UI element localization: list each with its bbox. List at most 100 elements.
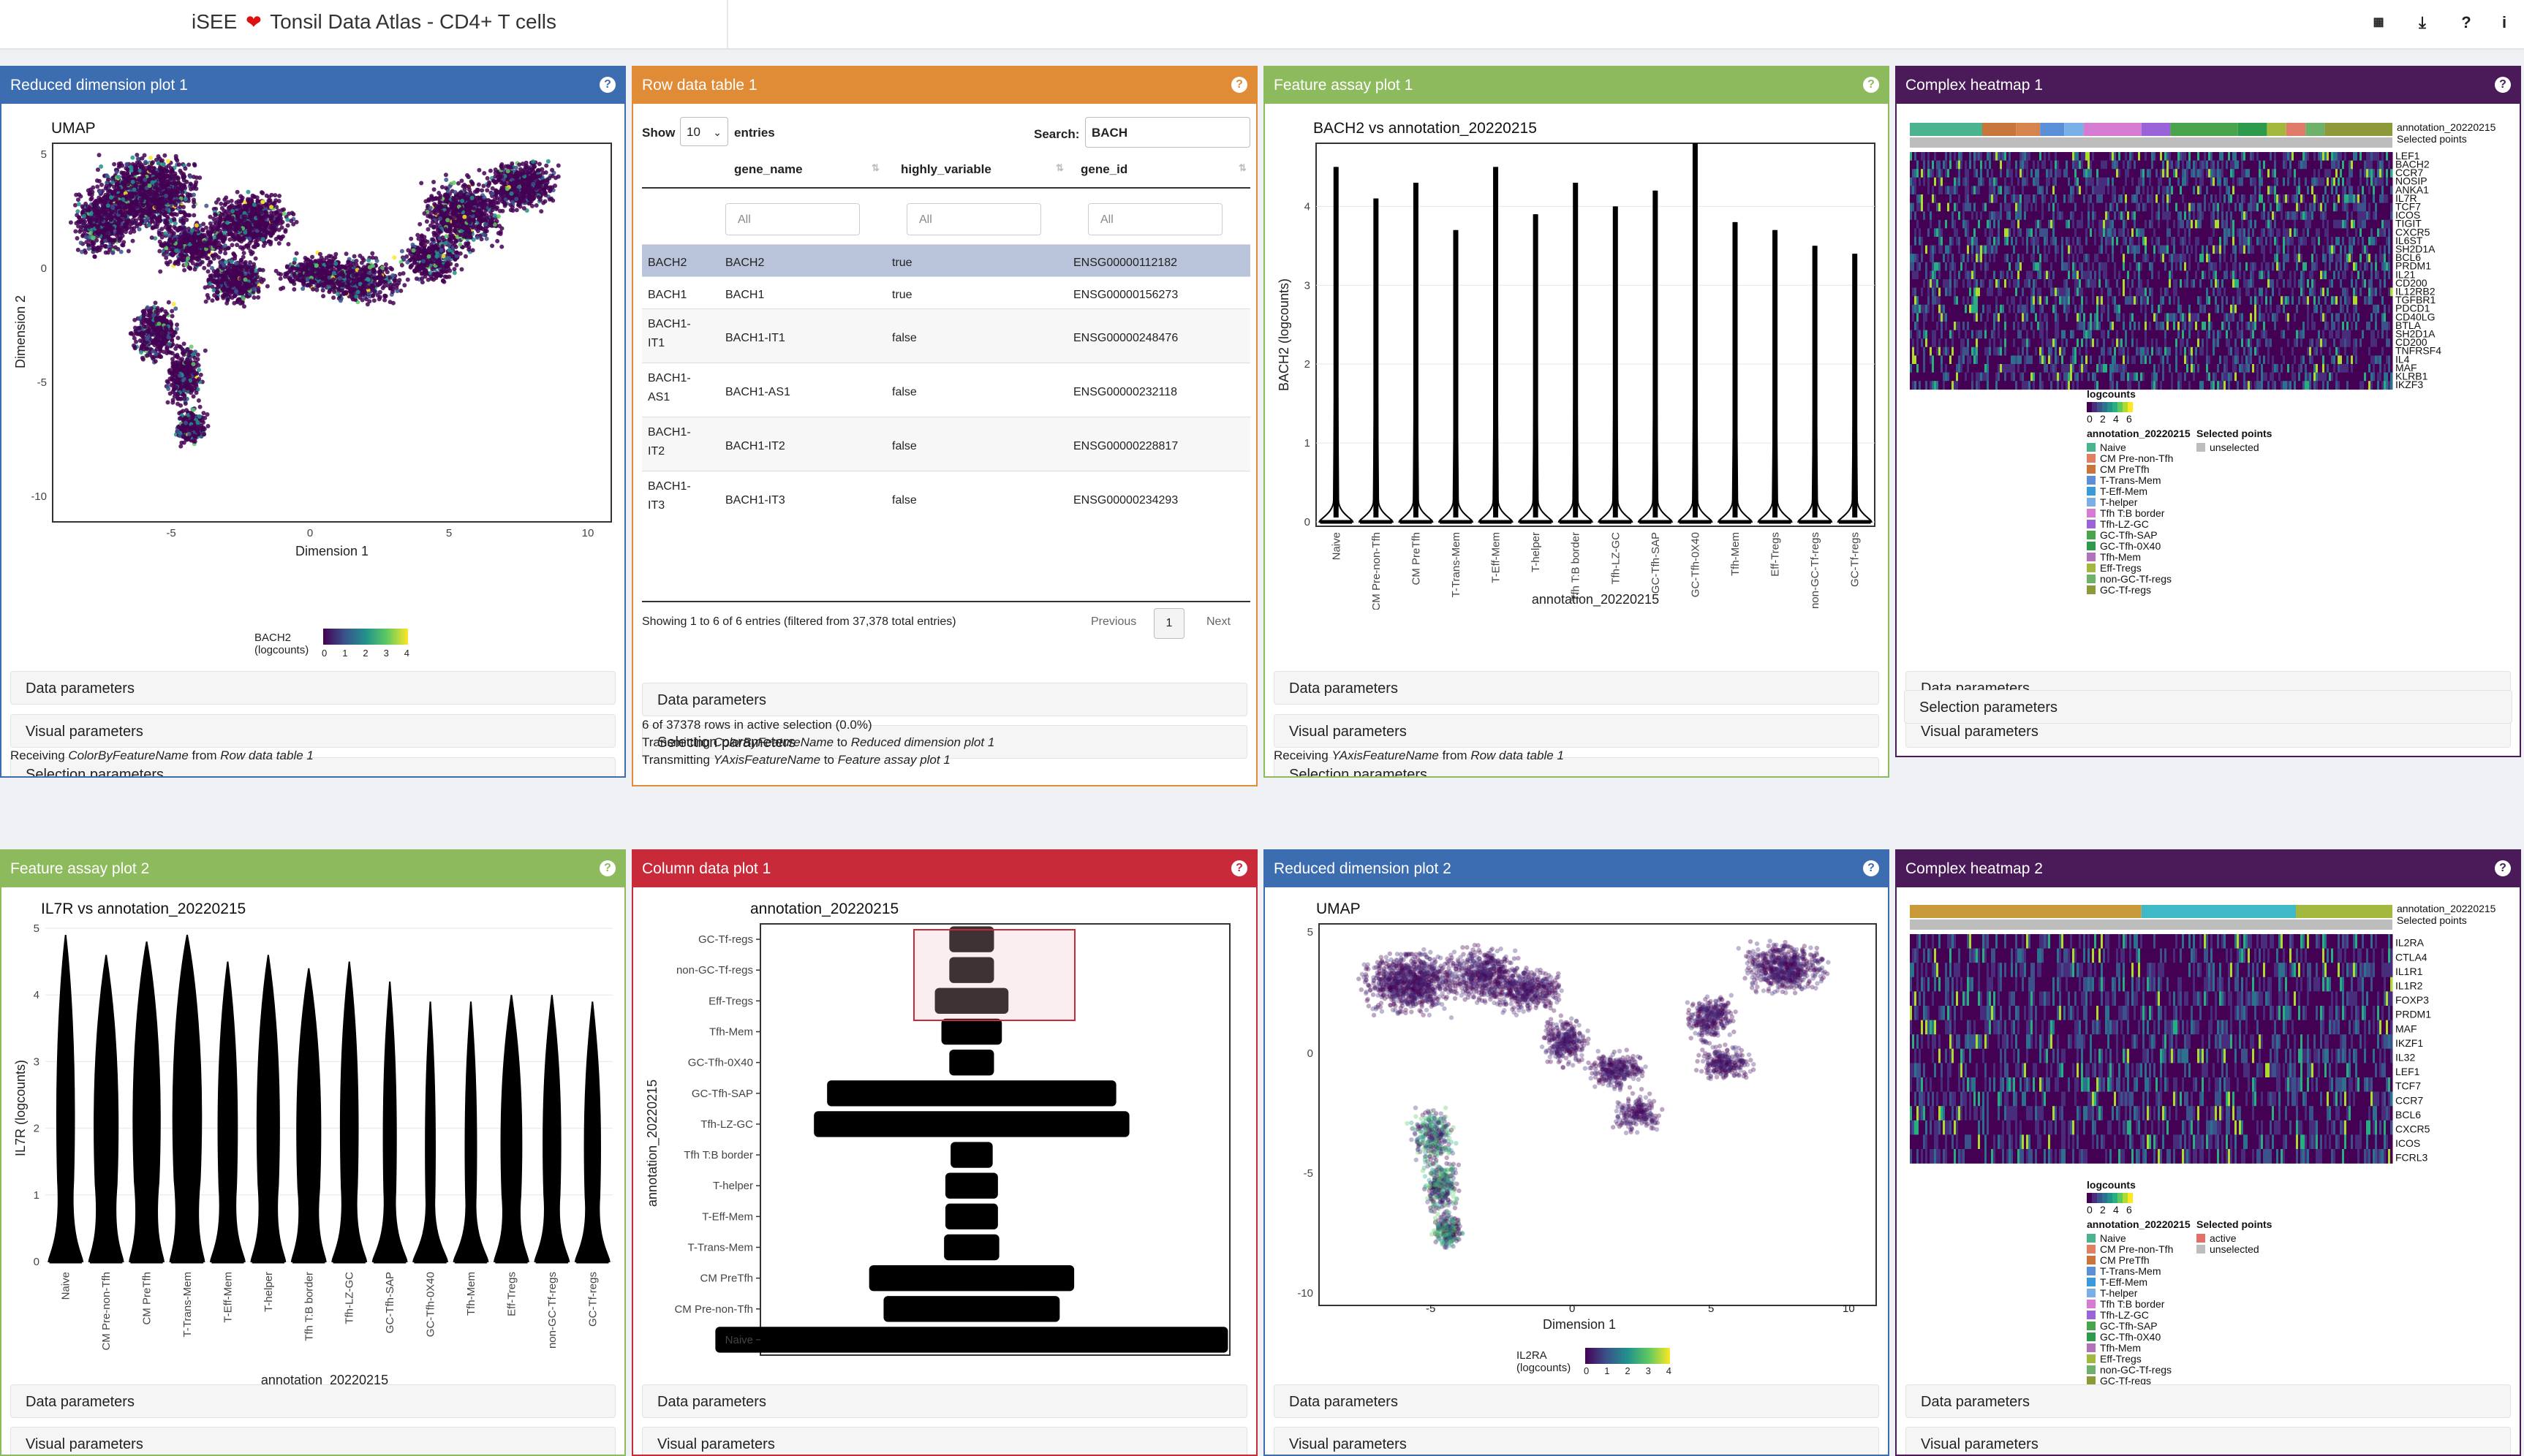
download-icon[interactable]: ⤓: [2410, 10, 2435, 35]
umap-point: [124, 166, 129, 171]
umap-point: [327, 259, 332, 265]
umap-point: [78, 229, 83, 234]
umap-point: [233, 289, 238, 294]
umap-point: [257, 220, 262, 225]
umap-point: [269, 215, 274, 220]
umap-point: [79, 249, 84, 254]
umap-point: [178, 205, 183, 210]
umap-point: [123, 205, 128, 211]
umap-point: [309, 278, 314, 284]
umap-point: [419, 181, 424, 186]
plot-title: UMAP: [51, 120, 96, 137]
umap-point: [241, 235, 246, 240]
umap-point: [143, 177, 148, 182]
umap-point: [233, 261, 238, 266]
umap-point: [327, 270, 332, 276]
umap-point: [301, 286, 306, 291]
umap-point: [365, 276, 370, 281]
umap-point: [335, 279, 340, 284]
umap-point: [233, 227, 238, 232]
umap-plot-1[interactable]: UMAP 5 0 -5 -10 -5 0 5 10 Dimension 1 Di…: [9, 113, 620, 595]
umap-point: [81, 213, 86, 219]
umap-point: [263, 240, 268, 246]
umap-point: [127, 196, 132, 201]
umap-point: [235, 204, 241, 209]
umap-point: [108, 200, 113, 205]
umap-point: [217, 220, 222, 225]
umap-point: [167, 181, 172, 186]
umap-point: [256, 233, 261, 238]
umap-point: [314, 287, 320, 292]
umap-point: [99, 217, 105, 222]
umap-point: [372, 276, 377, 281]
umap-point: [140, 156, 145, 161]
umap-point: [192, 192, 197, 197]
umap-point: [222, 262, 227, 268]
umap-point: [396, 281, 401, 286]
umap-point: [290, 211, 295, 216]
umap-point: [288, 276, 293, 281]
umap-point: [276, 227, 282, 232]
umap-point: [163, 200, 168, 205]
umap-point: [212, 243, 217, 249]
umap-point: [251, 244, 256, 249]
umap-point: [246, 198, 251, 203]
umap-point: [165, 207, 170, 212]
umap-point: [260, 237, 265, 242]
umap-point: [268, 198, 273, 203]
umap-point: [191, 204, 196, 209]
umap-point: [214, 200, 219, 205]
umap-point: [156, 153, 161, 159]
umap-point: [140, 203, 146, 208]
umap-points: [68, 153, 561, 449]
umap-point: [239, 271, 244, 276]
umap-point: [371, 298, 377, 303]
umap-point: [164, 255, 169, 260]
umap-point: [331, 257, 336, 262]
umap-point: [168, 219, 173, 224]
umap-point: [128, 192, 133, 197]
panel-header: Reduced dimension plot 1 ?: [1, 67, 624, 104]
umap-point: [358, 269, 363, 274]
umap-point: [114, 197, 119, 202]
umap-point: [105, 214, 110, 219]
umap-point: [188, 181, 193, 186]
umap-point: [192, 213, 197, 218]
umap-point: [182, 268, 187, 273]
umap-point: [120, 243, 125, 248]
umap-point: [354, 294, 359, 299]
umap-point: [133, 218, 138, 223]
umap-point: [233, 254, 238, 259]
umap-point: [202, 265, 207, 270]
umap-point: [305, 283, 310, 288]
umap-point: [68, 220, 73, 225]
umap-point: [76, 202, 81, 207]
info-icon[interactable]: i: [2492, 10, 2517, 35]
umap-point: [279, 221, 284, 226]
umap-point: [157, 165, 162, 170]
umap-point: [158, 171, 163, 176]
umap-point: [395, 289, 400, 294]
umap-point: [238, 227, 243, 232]
umap-point: [192, 200, 197, 205]
umap-point: [120, 228, 125, 233]
app-title-right: Tonsil Data Atlas - CD4+ T cells: [270, 10, 556, 33]
umap-point: [92, 208, 97, 213]
umap-point: [132, 213, 137, 219]
umap-point: [256, 215, 261, 220]
qr-icon[interactable]: ▦: [2366, 10, 2391, 35]
help-icon[interactable]: ?: [2454, 10, 2479, 35]
umap-point: [238, 199, 243, 204]
umap-point: [249, 251, 254, 257]
help-icon[interactable]: ?: [600, 77, 616, 93]
umap-point: [382, 297, 388, 303]
umap-point: [223, 251, 228, 256]
umap-point: [113, 188, 118, 193]
umap-point: [303, 266, 309, 271]
umap-point: [230, 243, 235, 248]
umap-point: [178, 238, 183, 243]
umap-point: [392, 255, 397, 260]
umap-point: [241, 254, 246, 259]
umap-point: [309, 270, 314, 275]
umap-point: [480, 188, 485, 193]
